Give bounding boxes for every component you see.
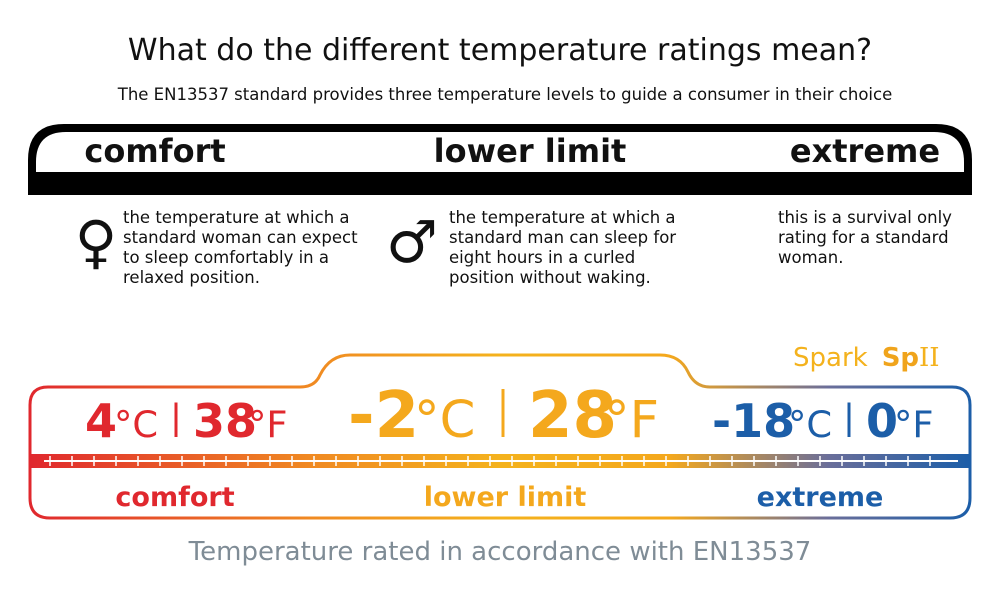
celsius-unit: °C <box>414 390 475 450</box>
level-description: the temperature at which a <box>123 208 350 227</box>
level-description: standard man can sleep for <box>449 228 676 247</box>
fahrenheit-unit: °F <box>604 390 659 450</box>
celsius-unit: °C <box>788 403 832 446</box>
level-heading: lower limit <box>434 132 627 170</box>
level-description: woman. <box>778 248 843 267</box>
level-description: to sleep comfortably in a <box>123 248 329 267</box>
level-description: eight hours in a curled <box>449 248 635 267</box>
thermometer-outline <box>28 353 972 520</box>
celsius-unit: °C <box>114 403 158 446</box>
level-description: this is a survival only <box>778 208 952 227</box>
level-description: the temperature at which a <box>449 208 676 227</box>
brand: Spark SpII <box>793 343 940 373</box>
brand-code: Sp <box>882 343 919 373</box>
header-inner <box>36 132 964 172</box>
level-heading: comfort <box>84 132 225 170</box>
fahrenheit-value: 28 <box>528 379 617 453</box>
fahrenheit-value: 0 <box>866 394 898 448</box>
level-description: position without waking. <box>449 268 651 287</box>
title: What do the different temperature rating… <box>128 33 872 68</box>
celsius-value: -18 <box>712 394 795 448</box>
level-description: standard woman can expect <box>123 228 358 247</box>
female-symbol: ♀ <box>75 208 117 276</box>
brand-suffix: II <box>919 343 940 373</box>
rating-label: lower limit <box>424 482 587 513</box>
fahrenheit-unit: °F <box>248 403 288 446</box>
footer: Temperature rated in accordance with EN1… <box>188 537 812 567</box>
level-description: rating for a standard <box>778 228 949 247</box>
celsius-value: -2 <box>348 379 419 453</box>
fahrenheit-unit: °F <box>894 403 934 446</box>
rating-label: extreme <box>757 482 884 513</box>
level-description: relaxed position. <box>123 268 260 287</box>
rating-label: comfort <box>115 482 234 513</box>
celsius-value: 4 <box>85 394 117 448</box>
subtitle: The EN13537 standard provides three temp… <box>117 85 893 104</box>
brand-name: Spark <box>793 343 868 373</box>
fahrenheit-value: 38 <box>193 394 257 448</box>
level-heading: extreme <box>790 132 940 170</box>
male-symbol: ♂ <box>386 208 438 276</box>
